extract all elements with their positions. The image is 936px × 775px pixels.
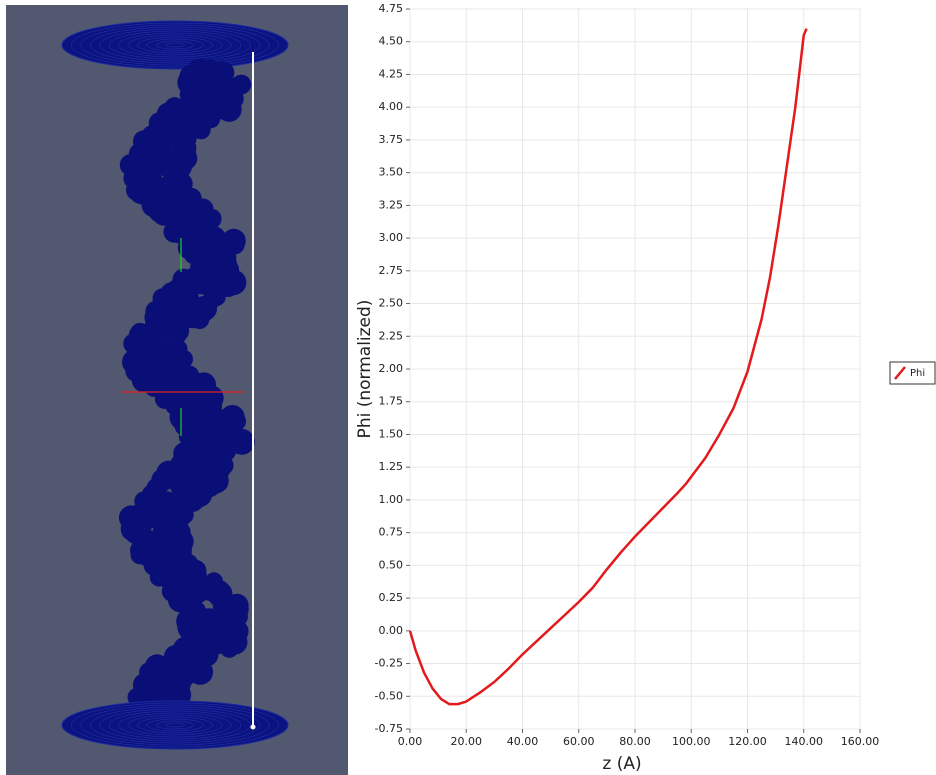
y-tick-label: 1.50 — [379, 427, 404, 440]
x-tick-label: 120.00 — [728, 735, 767, 748]
x-tick-label: 60.00 — [563, 735, 595, 748]
x-tick-label: 100.00 — [672, 735, 711, 748]
x-tick-label: 80.00 — [619, 735, 651, 748]
y-tick-label: 3.25 — [379, 198, 404, 211]
x-tick-label: 20.00 — [451, 735, 483, 748]
y-tick-label: 4.25 — [379, 67, 404, 80]
y-tick-label: 4.75 — [379, 2, 404, 15]
x-tick-label: 160.00 — [841, 735, 880, 748]
y-tick-label: 3.50 — [379, 166, 404, 179]
y-tick-label: 2.50 — [379, 297, 404, 310]
y-axis-title: Phi (normalized) — [355, 300, 375, 439]
y-tick-label: 0.50 — [379, 558, 404, 571]
probe-end — [251, 725, 256, 730]
y-tick-label: 1.00 — [379, 493, 404, 506]
y-tick-label: 0.00 — [379, 624, 404, 637]
x-axis-title: z (A) — [602, 754, 641, 774]
x-tick-label: 0.00 — [398, 735, 423, 748]
y-tick-label: 4.00 — [379, 100, 404, 113]
y-tick-label: 4.50 — [379, 35, 404, 48]
y-tick-label: -0.75 — [375, 722, 403, 735]
y-tick-label: 1.75 — [379, 395, 404, 408]
y-tick-label: 3.00 — [379, 231, 404, 244]
screen: z (A) Phi (normalized) -0.75 -0.50 -0.25 0.… — [0, 0, 936, 775]
y-tick-label: -0.25 — [375, 657, 403, 670]
y-tick-label: 2.25 — [379, 329, 404, 342]
y-tick-label: 0.25 — [379, 591, 404, 604]
y-tick-label: 1.25 — [379, 460, 404, 473]
y-tick-label: -0.50 — [375, 689, 403, 702]
y-tick-label: 2.75 — [379, 264, 404, 277]
y-tick-label: 0.75 — [379, 526, 404, 539]
legend-label: Phi — [910, 368, 925, 379]
y-tick-label: 2.00 — [379, 362, 404, 375]
x-tick-label: 140.00 — [785, 735, 824, 748]
disk — [62, 21, 288, 69]
x-tick-label: 40.00 — [507, 735, 539, 748]
y-tick-label: 3.75 — [379, 133, 404, 146]
render-view — [6, 5, 348, 775]
